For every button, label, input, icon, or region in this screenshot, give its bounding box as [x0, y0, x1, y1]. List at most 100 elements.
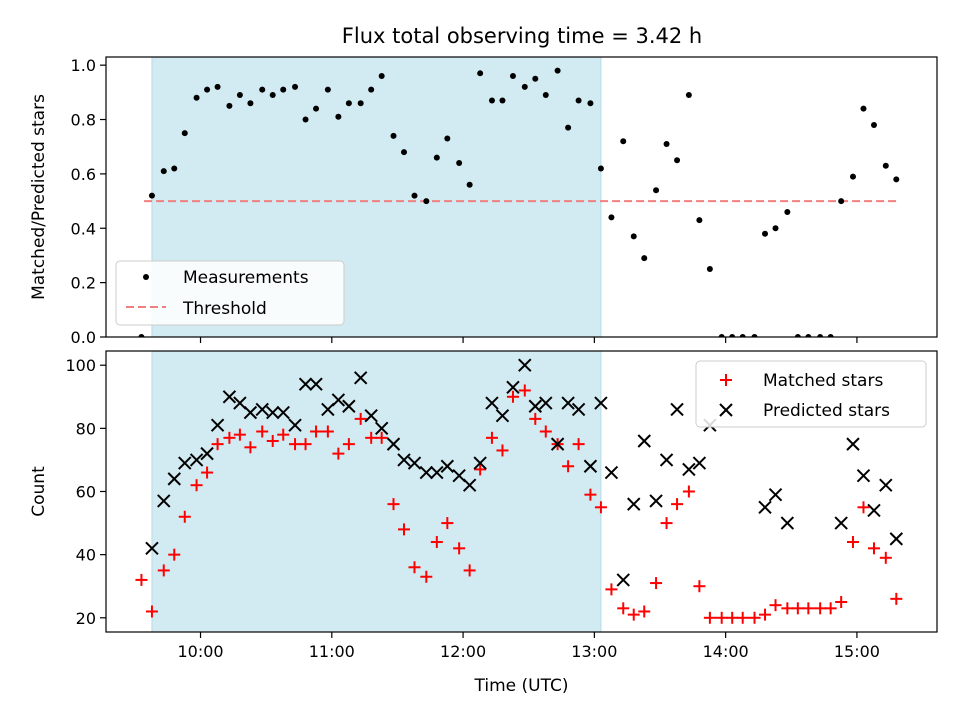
- data-point: [650, 577, 663, 590]
- marker-stroke: [440, 459, 455, 473]
- data-point: [838, 198, 845, 205]
- data-point: [620, 138, 627, 145]
- data-point: [157, 494, 171, 508]
- data-point: [696, 217, 703, 224]
- data-point: [423, 198, 430, 205]
- data-point: [292, 83, 299, 90]
- data-point: [817, 334, 824, 337]
- data-point: [627, 608, 640, 621]
- data-point: [729, 334, 736, 337]
- data-point: [456, 160, 463, 167]
- data-point: [528, 399, 542, 413]
- plot-area: [135, 351, 904, 632]
- data-point: [433, 154, 440, 161]
- y-tick-label: 20: [76, 609, 96, 628]
- data-point: [226, 102, 233, 109]
- data-point: [321, 425, 334, 438]
- data-point: [430, 536, 443, 549]
- data-point: [594, 396, 608, 410]
- data-point: [444, 135, 451, 142]
- data-point: [649, 494, 663, 508]
- marker-stroke: [495, 409, 510, 423]
- data-point: [266, 434, 279, 447]
- data-point: [758, 500, 772, 514]
- data-point: [259, 86, 266, 93]
- data-point: [398, 523, 411, 536]
- data-point: [485, 431, 498, 444]
- marker-stroke: [571, 402, 586, 417]
- data-point: [674, 157, 681, 164]
- data-point: [310, 425, 323, 438]
- data-point: [506, 390, 519, 403]
- data-point: [736, 611, 749, 624]
- legend-label-threshold: Threshold: [182, 299, 267, 319]
- data-point: [575, 97, 582, 104]
- data-point: [145, 541, 159, 556]
- data-point: [521, 83, 528, 90]
- data-point: [805, 334, 812, 337]
- marker-stroke: [353, 371, 368, 385]
- data-point: [539, 425, 552, 438]
- data-point: [495, 409, 510, 423]
- y-tick-label: 0.6: [71, 165, 96, 184]
- data-point: [703, 611, 716, 624]
- data-point: [641, 255, 648, 262]
- data-point: [608, 214, 615, 221]
- data-point: [440, 459, 455, 473]
- data-point: [145, 605, 158, 618]
- data-point: [759, 608, 772, 621]
- data-point: [408, 561, 421, 574]
- data-point: [706, 266, 713, 273]
- data-point: [791, 602, 804, 615]
- marker-stroke: [473, 456, 487, 470]
- legend: Matched stars Predicted stars: [695, 360, 927, 428]
- marker-stroke: [550, 437, 565, 451]
- data-point: [466, 181, 473, 188]
- data-point: [870, 121, 877, 128]
- marker-stroke: [210, 418, 225, 432]
- data-point: [266, 405, 280, 420]
- data-point: [411, 192, 418, 199]
- data-point: [682, 462, 696, 477]
- data-point: [605, 583, 618, 596]
- marker-stroke: [298, 377, 313, 391]
- ratio-panel: 0.0 0.2 0.4 0.6 0.8 1.0 Matched/Predicted star…: [29, 56, 938, 347]
- data-point: [889, 532, 904, 546]
- y-tick-label: 60: [76, 483, 96, 502]
- marker-stroke: [462, 478, 477, 492]
- data-point: [473, 456, 487, 470]
- data-point: [550, 437, 565, 451]
- marker-stroke: [430, 465, 444, 480]
- marker-stroke: [846, 437, 860, 451]
- legend-label-predicted-stars: Predicted stars: [763, 401, 890, 421]
- data-point: [532, 75, 539, 82]
- data-point: [772, 225, 779, 232]
- marker-stroke: [178, 456, 192, 470]
- marker-stroke: [670, 402, 684, 417]
- data-point: [846, 536, 859, 549]
- data-point: [204, 86, 211, 93]
- data-point: [671, 498, 684, 511]
- data-point: [181, 130, 188, 137]
- data-point: [407, 456, 422, 470]
- data-point: [518, 384, 531, 397]
- marker-stroke: [692, 456, 707, 470]
- data-point: [627, 497, 641, 511]
- data-point: [342, 399, 356, 413]
- data-point: [762, 230, 769, 237]
- data-point: [824, 602, 837, 615]
- data-point: [365, 431, 378, 444]
- legend-box: [115, 260, 345, 326]
- data-point: [584, 488, 597, 501]
- data-point: [814, 602, 827, 615]
- data-point: [572, 438, 585, 451]
- data-point: [299, 438, 312, 451]
- data-point: [604, 465, 619, 480]
- data-point: [529, 412, 542, 425]
- data-point: [397, 453, 411, 467]
- data-point: [167, 472, 181, 486]
- data-point: [692, 456, 707, 470]
- data-point: [171, 165, 178, 172]
- data-point: [353, 371, 368, 385]
- legend: Measurements Threshold: [115, 260, 345, 326]
